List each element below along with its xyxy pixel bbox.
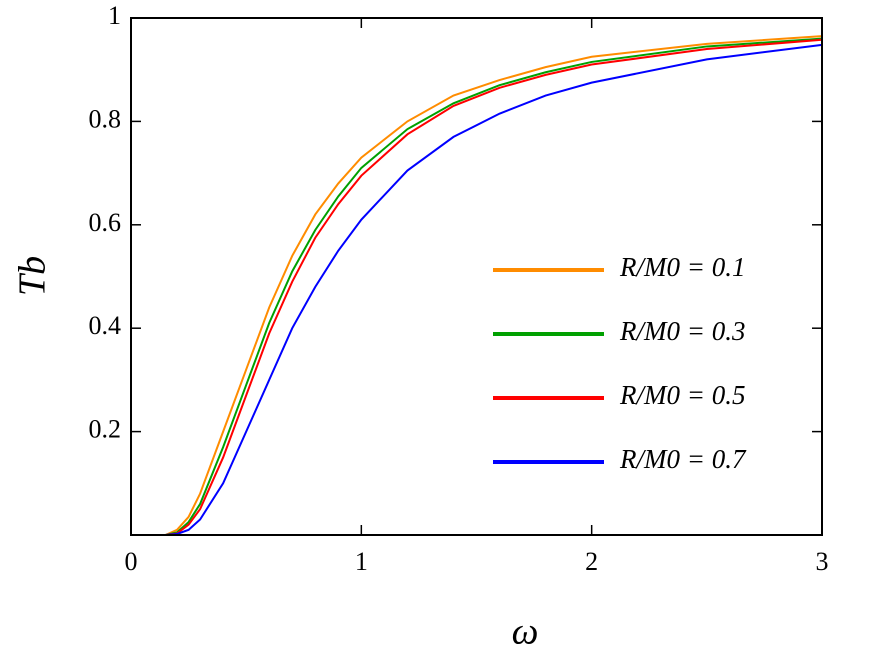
y-tick-label: 0.4 — [89, 311, 122, 340]
y-tick-label: 0.2 — [89, 415, 122, 444]
x-tick-label: 0 — [125, 547, 138, 576]
line-series — [131, 35, 823, 536]
y-tick-label: 1 — [108, 1, 121, 30]
line-series — [131, 37, 823, 536]
y-tick-label: 0.6 — [89, 208, 122, 237]
plot-frame — [130, 17, 823, 536]
y-axis-label: Tb — [12, 256, 54, 296]
line-series — [131, 38, 823, 536]
line-series — [131, 43, 823, 536]
x-tick-label: 3 — [816, 547, 829, 576]
legend-label: R/M0 = 0.1 — [619, 252, 745, 282]
legend-label: R/M0 = 0.7 — [619, 444, 747, 474]
legend-label: R/M0 = 0.5 — [619, 380, 745, 410]
x-tick-label: 1 — [355, 547, 368, 576]
legend-label: R/M0 = 0.3 — [619, 316, 745, 346]
y-tick-label: 0.8 — [89, 104, 122, 133]
x-tick-label: 2 — [585, 547, 598, 576]
x-axis-label: ω — [512, 611, 539, 653]
